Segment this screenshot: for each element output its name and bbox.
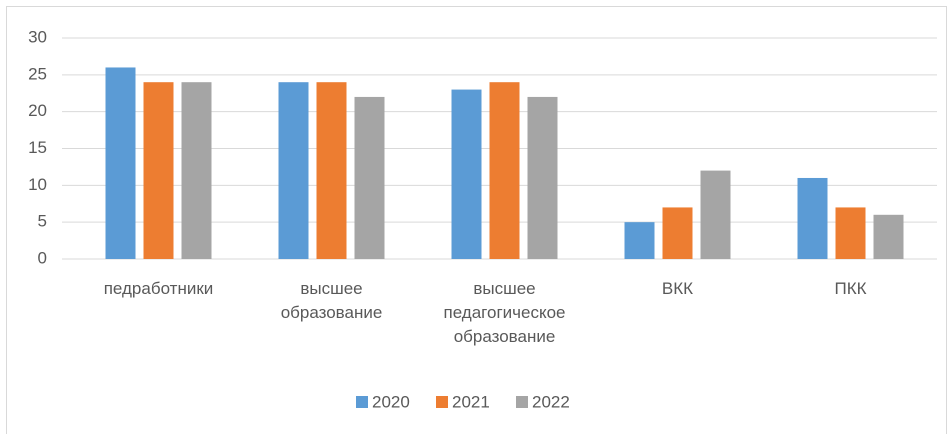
bar [316, 82, 347, 259]
bar [181, 82, 212, 259]
x-tick-label: педработники [103, 279, 214, 298]
y-tick-label: 25 [28, 64, 47, 83]
legend-swatch [356, 396, 368, 408]
bar [451, 89, 482, 259]
legend-label: 2020 [372, 392, 410, 411]
bar [527, 96, 558, 259]
y-tick-label: 15 [28, 138, 47, 157]
legend-label: 2022 [532, 392, 570, 411]
bar [354, 96, 385, 259]
y-tick-label: 20 [28, 101, 47, 120]
x-tick-label: высшее педагогическое образование [443, 279, 566, 346]
bar [624, 222, 655, 259]
legend-swatch [516, 396, 528, 408]
bar [873, 214, 904, 259]
y-tick-label: 30 [28, 27, 47, 46]
legend-label: 2021 [452, 392, 490, 411]
x-tick-label: ВКК [661, 279, 694, 298]
bar [662, 207, 693, 259]
y-tick-label: 0 [38, 248, 47, 267]
chart-border [6, 6, 947, 434]
bar [278, 82, 309, 259]
y-tick-label: 10 [28, 175, 47, 194]
x-tick-label: ПКК [834, 279, 867, 298]
bar [143, 82, 174, 259]
legend-swatch [436, 396, 448, 408]
bar [489, 82, 520, 259]
y-tick-label: 5 [38, 212, 47, 231]
bar [835, 207, 866, 259]
bar [105, 67, 136, 259]
bar [700, 170, 731, 259]
bar [797, 177, 828, 259]
x-tick-label: высшее образование [280, 279, 383, 322]
